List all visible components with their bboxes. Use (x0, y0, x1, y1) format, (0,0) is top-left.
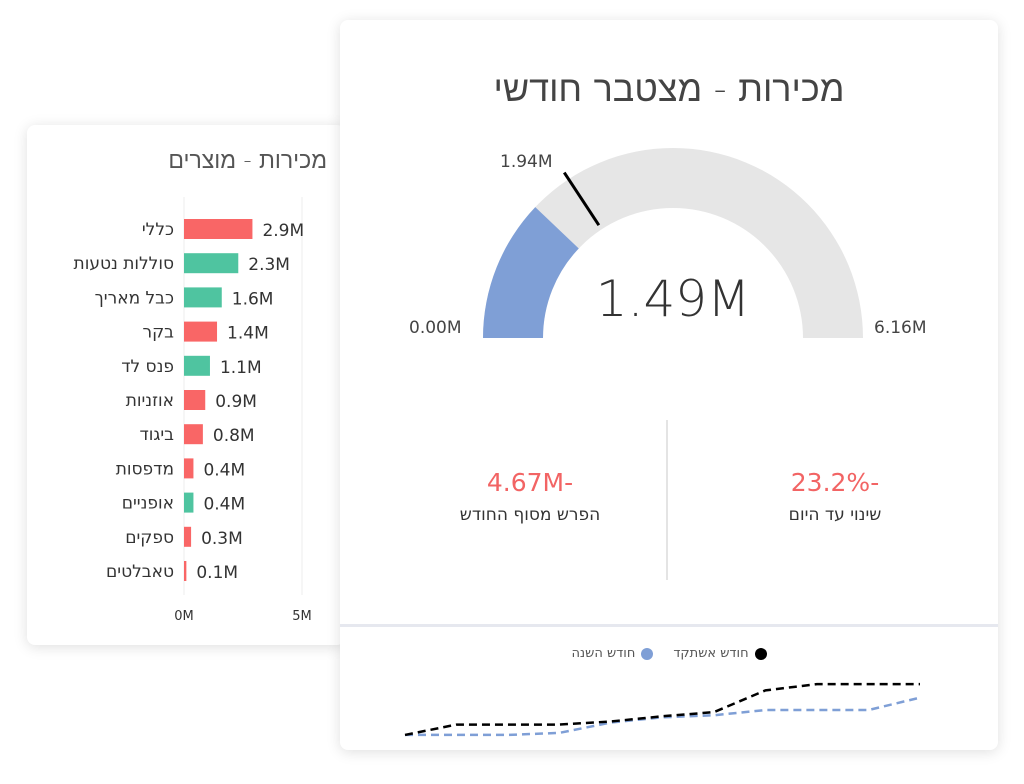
bar (184, 492, 194, 513)
bar (184, 458, 194, 479)
products-sales-card: מכירות - מוצרים כללי 2.9M סוללות נטעות 2.3M… (27, 125, 345, 645)
x-tick-label: 0M (174, 609, 194, 624)
series-line (404, 682, 920, 737)
card-title: מכירות - מצטבר חודשי (493, 69, 845, 110)
bar-category-label: בקר (143, 323, 175, 343)
kpi-value: -23.2% (790, 468, 880, 497)
bar-category-label: כבל מאריך (95, 288, 174, 308)
gauge-min-label: 0.00M (409, 318, 462, 338)
gauge-value: 1.49M (595, 270, 751, 328)
line-chart-legend: חודש אשתקד חודש השנה (340, 646, 998, 661)
series-line (405, 696, 921, 737)
card-title: מכירות - מוצרים (168, 148, 327, 174)
bar-category-label: אוזניות (126, 391, 174, 411)
bar-category-label: ספקים (125, 528, 174, 548)
monthly-line-chart (404, 682, 921, 737)
gauge-fill (483, 207, 579, 338)
bar-value-label: 0.9M (215, 392, 257, 412)
legend-dot-last-year (754, 647, 767, 660)
monthly-sales-card: מכירות - מצטבר חודשי 1.94M 0.00M 6.16M 1… (340, 20, 998, 750)
legend-dot-this-year (641, 647, 654, 660)
gauge-max-label: 6.16M (874, 318, 927, 338)
bar (184, 526, 192, 547)
bar-category-label: כללי (142, 220, 174, 240)
kpi-label: הפרש מסוף החודש (459, 505, 601, 525)
kpi-month-end-diff: -4.67M הפרש מסוף החודש (405, 468, 655, 525)
bar-value-label: 2.9M (262, 221, 304, 241)
bar-value-label: 1.4M (227, 324, 269, 344)
x-tick-label: 5M (292, 609, 312, 624)
bar-category-label: פנס לד (121, 357, 174, 377)
legend-label-this-year: חודש השנה (571, 646, 636, 661)
gauge-target-marker (563, 171, 601, 227)
bar (184, 355, 210, 376)
bar (184, 287, 222, 308)
bar (184, 219, 253, 239)
bar-value-label: 0.3M (201, 529, 243, 549)
bar-value-label: 2.3M (248, 255, 290, 275)
bar-category-label: מדפסות (116, 459, 174, 479)
bar (184, 253, 239, 274)
bar-category-label: טאבלטים (106, 562, 174, 582)
bar-category-label: אופניים (122, 494, 174, 514)
section-divider (340, 624, 998, 627)
kpi-label: שינוי עד היום (788, 505, 882, 525)
bar-value-label: 0.4M (203, 495, 245, 515)
bar-value-label: 0.4M (203, 460, 245, 480)
bar-value-label: 0.8M (213, 426, 255, 446)
bar-value-label: 0.1M (196, 563, 238, 583)
bar (184, 321, 218, 342)
bar-category-label: סוללות נטעות (74, 254, 174, 274)
bar (184, 390, 206, 410)
legend-label-last-year: חודש אשתקד (673, 646, 749, 661)
bar (184, 561, 187, 581)
bar-value-label: 1.6M (232, 289, 274, 309)
bar-value-label: 1.1M (220, 358, 262, 378)
products-bar-chart: כללי 2.9M סוללות נטעות 2.3M כבל מאריך 1.6M בקר… (74, 197, 312, 624)
bar (184, 424, 203, 445)
gauge-target-label: 1.94M (500, 152, 553, 172)
kpi-value: -4.67M (486, 468, 574, 497)
bar-category-label: ביגוד (139, 425, 174, 445)
kpi-divider (666, 420, 668, 580)
sales-gauge (483, 148, 863, 338)
kpi-ytd-change: -23.2% שינוי עד היום (710, 468, 960, 525)
